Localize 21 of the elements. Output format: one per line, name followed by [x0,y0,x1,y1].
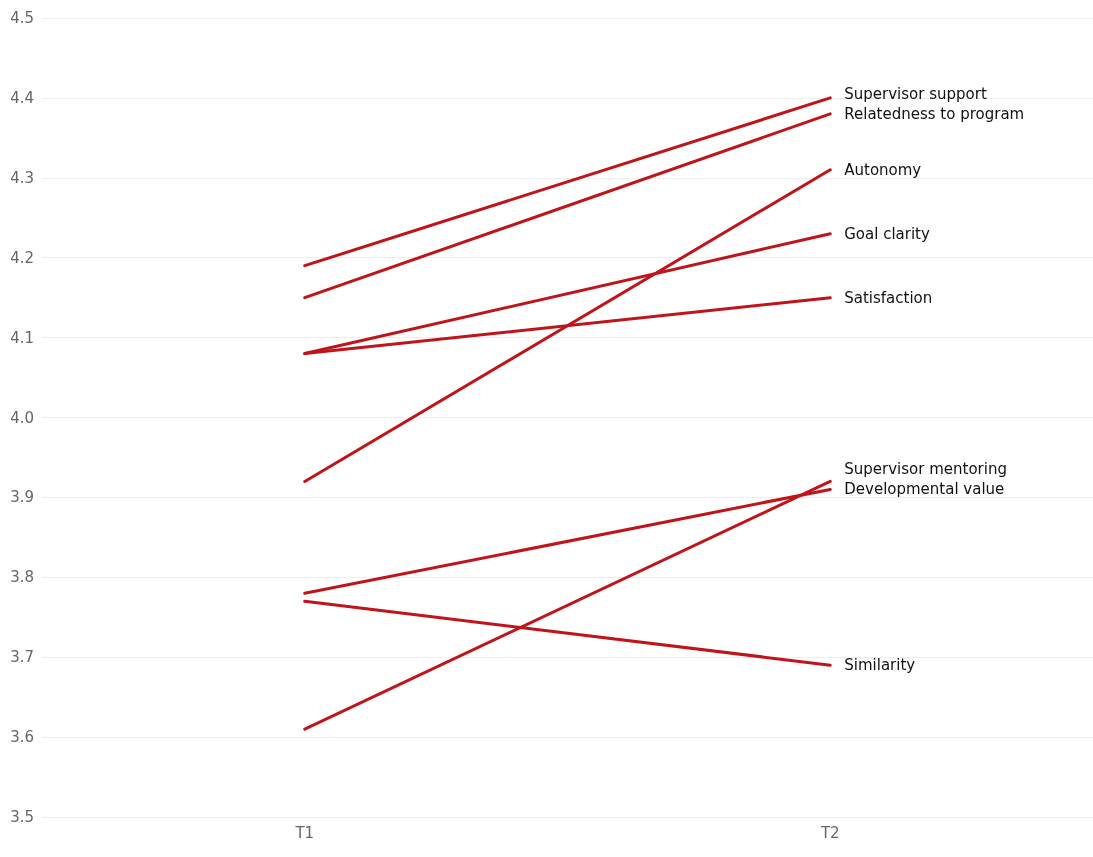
y-tick-label: 4.4 [10,88,34,107]
y-tick-label: 4.1 [10,328,34,347]
y-tick-label: 3.8 [10,568,34,587]
series-label: Goal clarity [844,224,930,243]
series-label: Similarity [844,656,916,675]
series-label: Satisfaction [844,288,933,307]
y-tick-label: 3.7 [10,648,34,667]
series-label: Developmental value [844,480,1005,499]
x-tick-label: T1 [294,823,315,842]
y-tick-label: 4.5 [10,9,34,27]
y-tick-label: 4.3 [10,168,34,187]
y-tick-label: 3.6 [10,728,34,747]
y-tick-label: 4.0 [10,408,34,427]
y-tick-label: 3.9 [10,488,34,507]
x-tick-label: T2 [819,823,840,842]
series-label: Autonomy [844,160,922,179]
series-label: Supervisor support [844,84,987,103]
y-tick-label: 4.2 [10,248,34,267]
series-label: Relatedness to program [844,104,1025,123]
series-label: Supervisor mentoring [844,460,1007,479]
y-tick-label: 3.5 [10,808,34,826]
